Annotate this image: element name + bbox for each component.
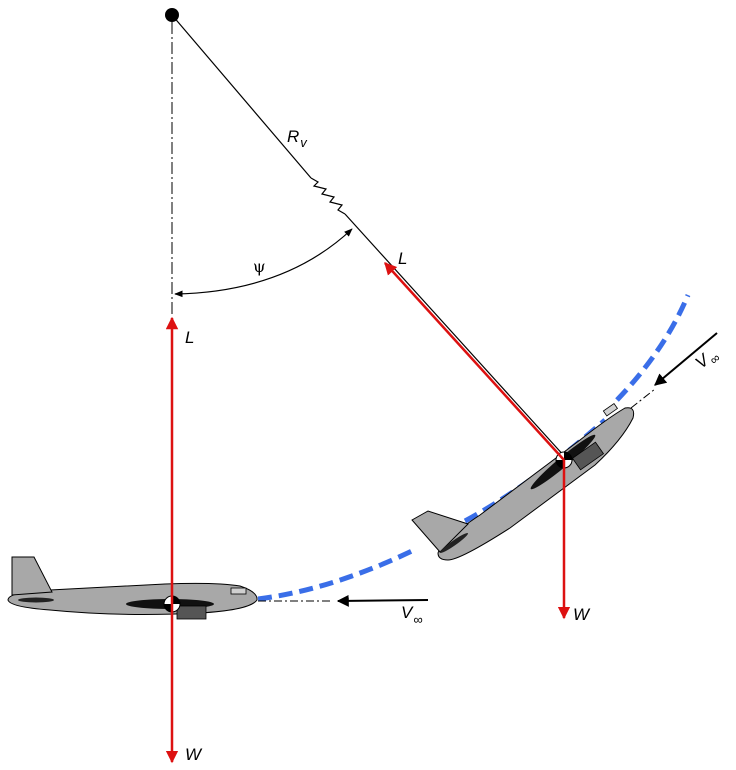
psi-label: ψ [253,257,266,276]
left-engine-nacelle [176,605,207,620]
right-freestream-centerline [630,388,656,409]
left-canopy [230,587,247,595]
left-lift-label: L [185,328,194,347]
right-horizontal-stabilizer [440,533,468,553]
radius-line [171,14,567,459]
left-weight-label: W [185,745,203,764]
right-tail-fin [411,510,469,553]
left-tail-fin [11,556,53,596]
radius-label: Rv [287,127,308,150]
left-aircraft [7,556,258,620]
right-canopy [602,402,619,417]
left-horizontal-stabilizer [18,597,54,603]
flight-path [257,294,691,602]
left-airspeed-label: V∞ [401,603,423,627]
right-engine-nacelle [571,441,605,471]
right-aircraft [411,402,635,561]
psi-angle-arc [174,228,353,298]
right-lift-vector [384,262,565,461]
right-airspeed-label: V∞ [692,344,723,376]
right-lift-label: L [398,249,407,268]
right-freestream-arrow [654,332,718,386]
left-freestream-arrow [336,594,429,607]
left-cg-symbol [163,595,181,613]
right-weight-label: W [573,605,591,624]
